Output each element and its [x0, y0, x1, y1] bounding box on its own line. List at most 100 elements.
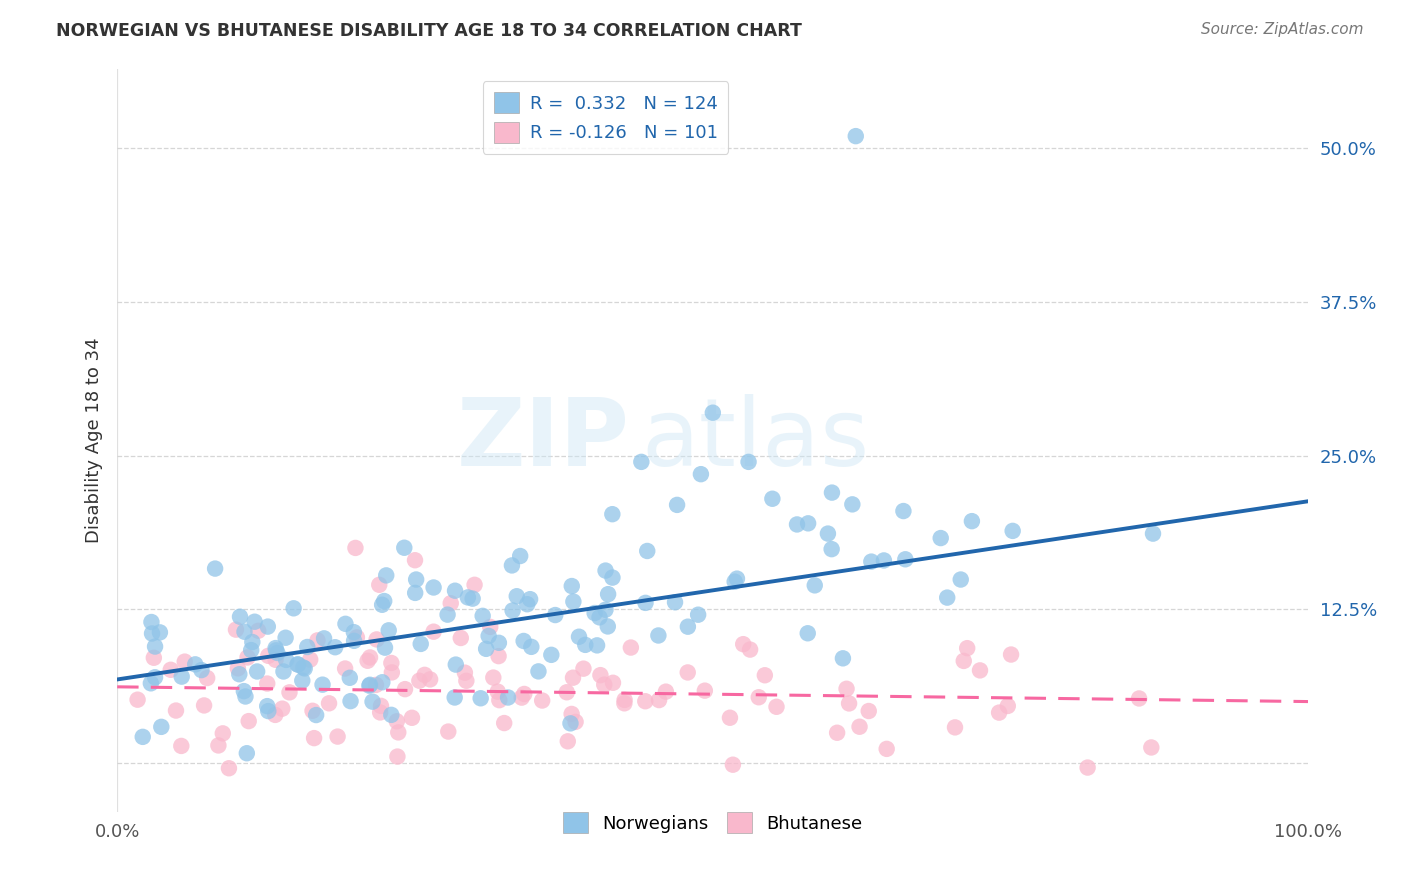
Point: [512, 634, 534, 648]
Point: [845, 129, 868, 144]
Point: [838, 697, 860, 711]
Point: [1001, 524, 1024, 538]
Point: [229, 609, 252, 624]
Point: [159, 663, 181, 677]
Point: [132, 730, 155, 744]
Point: [595, 603, 617, 617]
Point: [361, 695, 384, 709]
Point: [246, 665, 269, 679]
Point: [803, 578, 825, 592]
Point: [832, 651, 855, 665]
Point: [929, 531, 952, 545]
Point: [385, 714, 408, 729]
Point: [509, 549, 531, 563]
Point: [238, 714, 260, 728]
Point: [568, 630, 591, 644]
Point: [602, 675, 624, 690]
Point: [666, 498, 689, 512]
Point: [240, 643, 263, 657]
Point: [574, 638, 596, 652]
Point: [620, 640, 643, 655]
Point: [419, 673, 441, 687]
Point: [404, 553, 426, 567]
Point: [988, 706, 1011, 720]
Point: [401, 711, 423, 725]
Point: [422, 624, 444, 639]
Point: [374, 640, 396, 655]
Point: [380, 707, 402, 722]
Point: [273, 665, 295, 679]
Point: [370, 698, 392, 713]
Point: [291, 673, 314, 688]
Point: [519, 592, 541, 607]
Point: [333, 661, 356, 675]
Point: [373, 594, 395, 608]
Point: [737, 455, 759, 469]
Point: [243, 615, 266, 629]
Point: [572, 662, 595, 676]
Point: [664, 595, 686, 609]
Point: [956, 641, 979, 656]
Point: [721, 757, 744, 772]
Point: [356, 654, 378, 668]
Point: [583, 606, 606, 620]
Point: [496, 690, 519, 705]
Point: [561, 706, 583, 721]
Point: [375, 568, 398, 582]
Point: [613, 696, 636, 710]
Point: [266, 646, 288, 660]
Point: [894, 552, 917, 566]
Point: [359, 678, 381, 692]
Point: [825, 725, 848, 739]
Point: [634, 596, 657, 610]
Point: [408, 673, 430, 688]
Point: [371, 675, 394, 690]
Point: [797, 516, 820, 531]
Point: [142, 650, 165, 665]
Point: [413, 668, 436, 682]
Point: [193, 698, 215, 713]
Point: [232, 684, 254, 698]
Point: [236, 746, 259, 760]
Point: [339, 671, 361, 685]
Point: [589, 668, 612, 682]
Point: [655, 684, 678, 698]
Point: [516, 597, 538, 611]
Point: [443, 690, 465, 705]
Point: [271, 701, 294, 715]
Point: [301, 704, 323, 718]
Text: atlas: atlas: [641, 394, 869, 486]
Point: [471, 608, 494, 623]
Point: [952, 654, 974, 668]
Point: [588, 610, 610, 624]
Point: [494, 716, 516, 731]
Point: [486, 684, 509, 698]
Point: [141, 626, 163, 640]
Point: [444, 583, 467, 598]
Point: [380, 656, 402, 670]
Point: [593, 677, 616, 691]
Text: NORWEGIAN VS BHUTANESE DISABILITY AGE 18 TO 34 CORRELATION CHART: NORWEGIAN VS BHUTANESE DISABILITY AGE 18…: [56, 22, 801, 40]
Point: [555, 685, 578, 699]
Point: [602, 571, 624, 585]
Point: [454, 665, 477, 680]
Point: [479, 620, 502, 634]
Point: [562, 594, 585, 608]
Text: Source: ZipAtlas.com: Source: ZipAtlas.com: [1201, 22, 1364, 37]
Point: [740, 642, 762, 657]
Point: [149, 625, 172, 640]
Point: [613, 693, 636, 707]
Point: [1128, 691, 1150, 706]
Point: [170, 739, 193, 753]
Point: [422, 581, 444, 595]
Point: [256, 699, 278, 714]
Point: [470, 691, 492, 706]
Point: [264, 653, 287, 667]
Point: [139, 676, 162, 690]
Point: [346, 631, 368, 645]
Point: [366, 632, 388, 647]
Point: [820, 542, 842, 557]
Point: [596, 619, 619, 633]
Point: [226, 661, 249, 675]
Point: [540, 648, 562, 662]
